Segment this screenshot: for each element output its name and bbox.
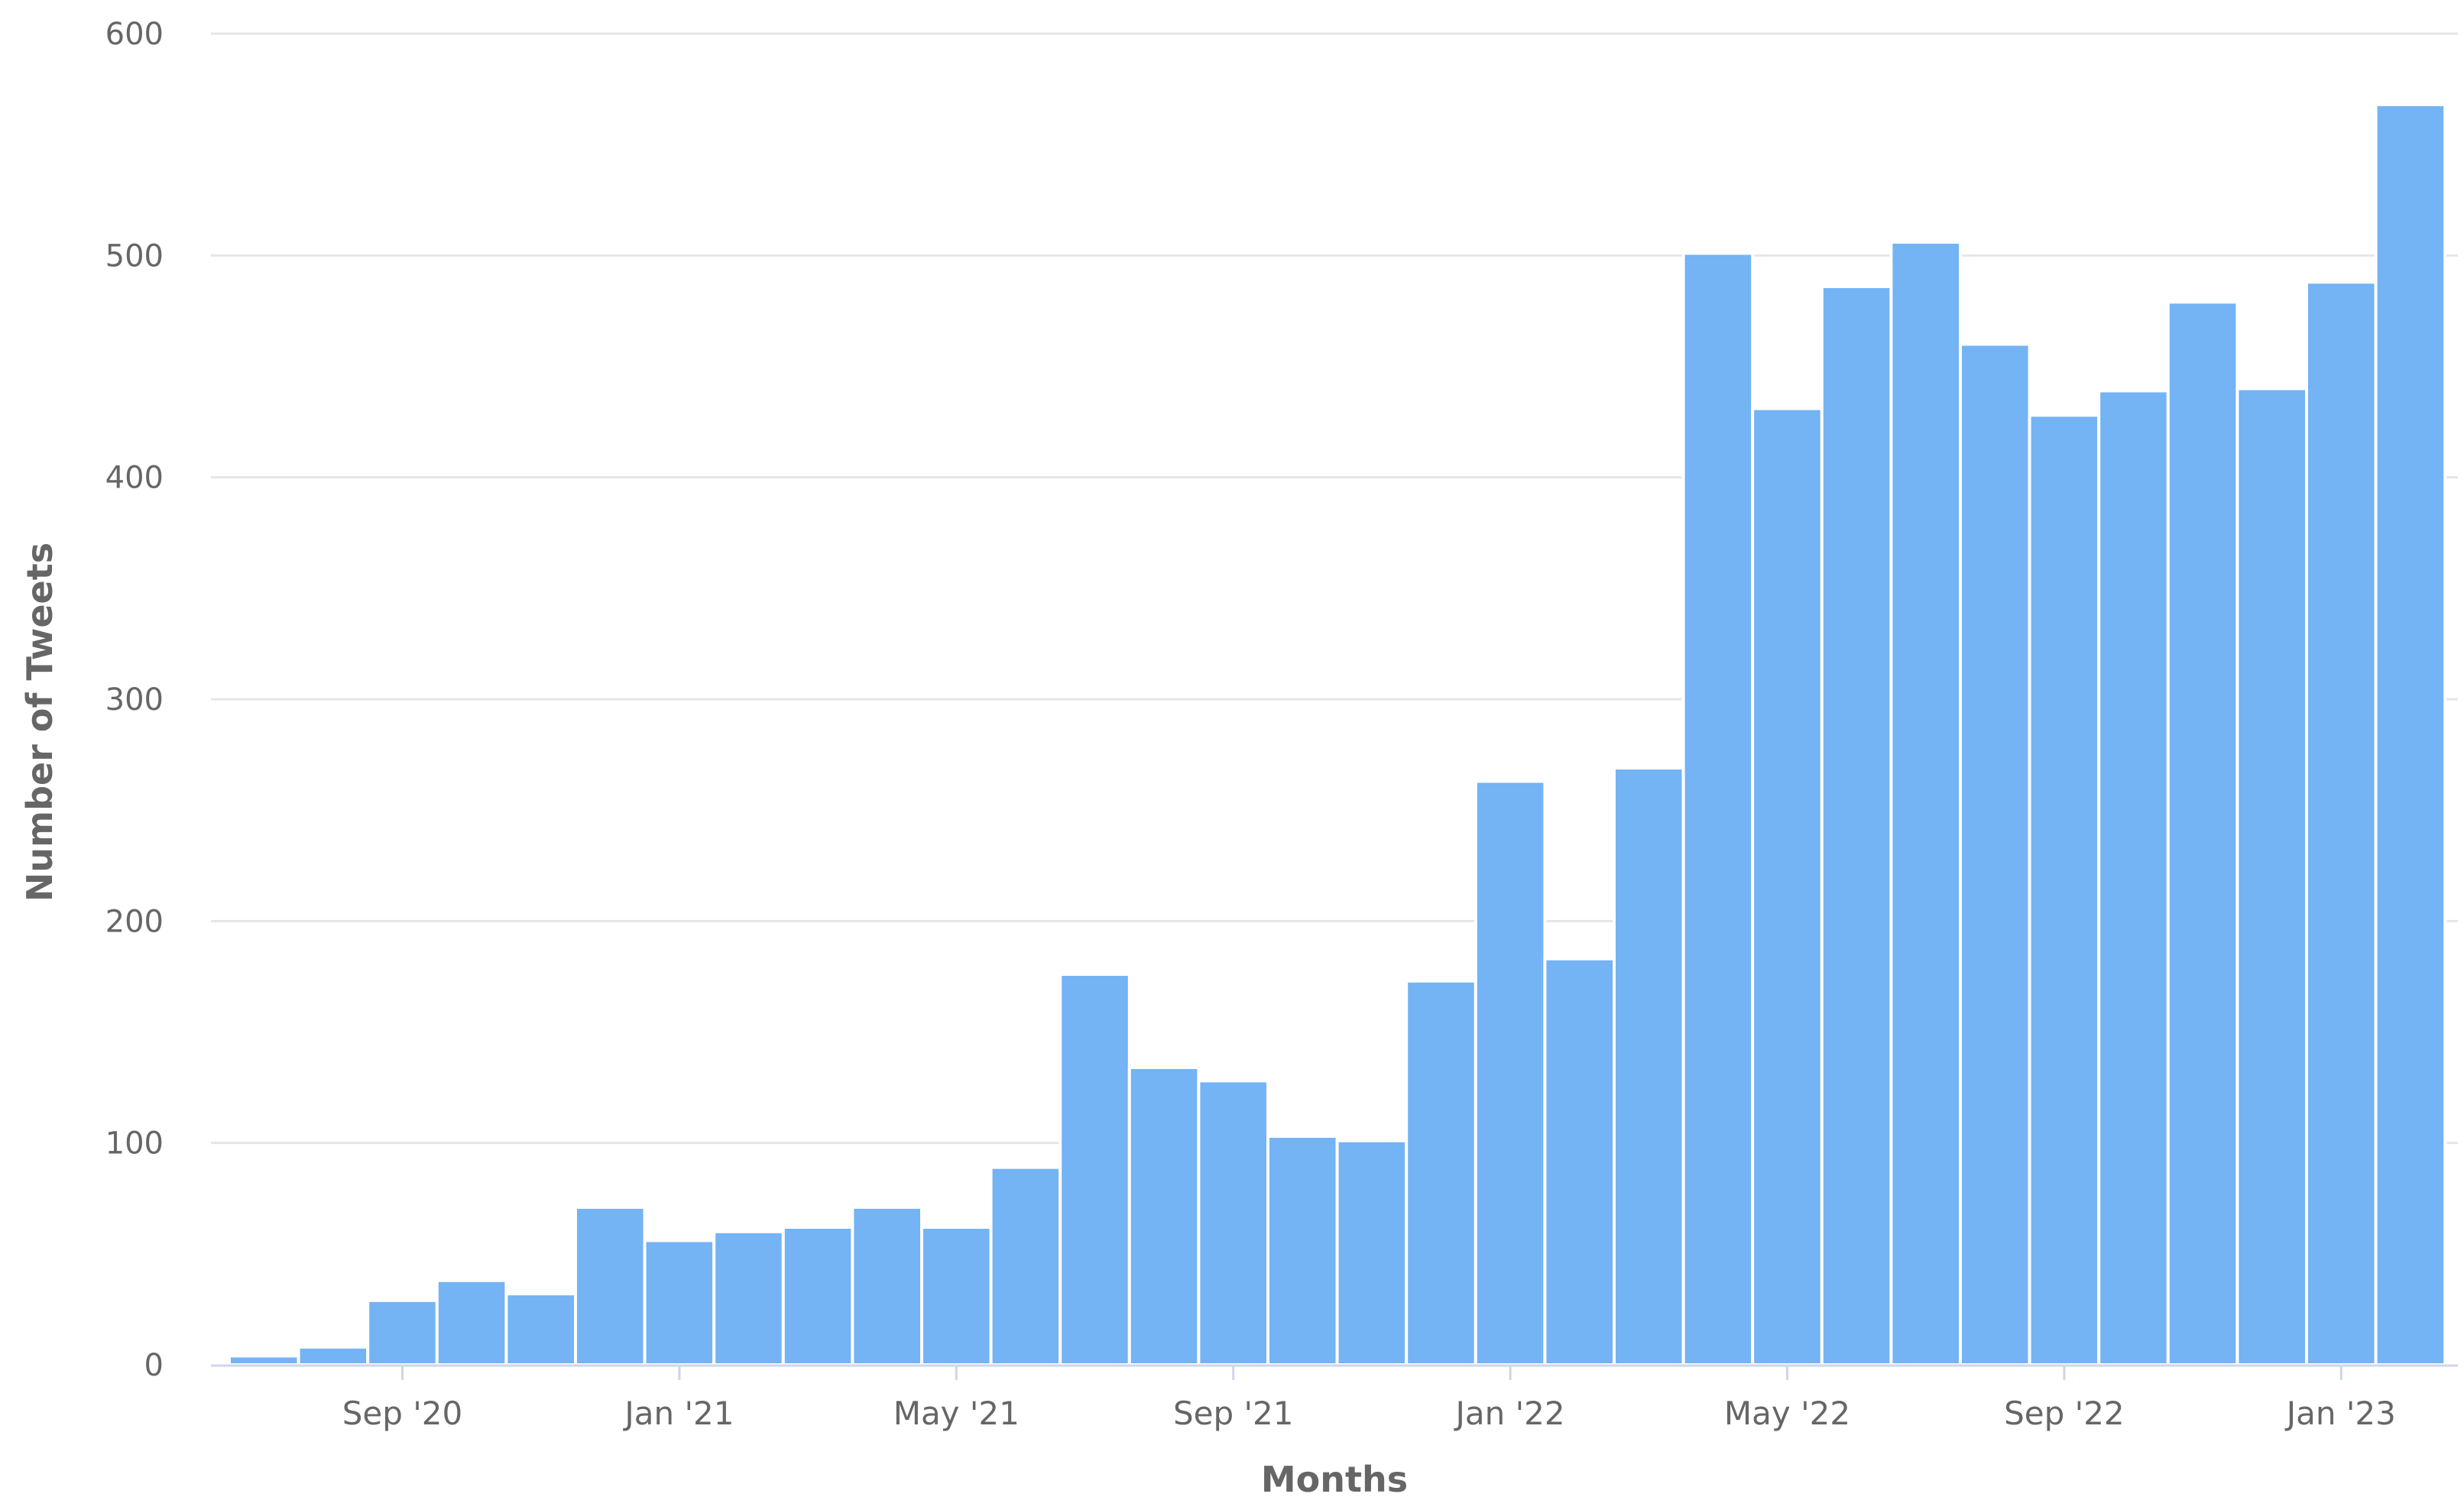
bar — [366, 1298, 439, 1367]
bar — [1820, 284, 1893, 1367]
bar — [1613, 766, 1685, 1366]
x-tick-label: Sep '20 — [342, 1395, 463, 1432]
bar — [504, 1292, 578, 1367]
bar — [1889, 240, 1962, 1366]
x-tick-label: May '21 — [893, 1395, 1020, 1432]
y-tick-label: 500 — [105, 238, 164, 274]
x-tick-label: Jan '23 — [2284, 1395, 2396, 1432]
bar — [2166, 300, 2239, 1366]
y-tick-label: 600 — [105, 17, 164, 52]
bar — [643, 1239, 716, 1366]
bar — [1127, 1065, 1201, 1367]
bar — [851, 1205, 924, 1366]
bar — [1474, 779, 1547, 1366]
bar — [435, 1278, 508, 1367]
bar — [2374, 102, 2447, 1367]
bar — [2305, 280, 2378, 1366]
bar — [1197, 1079, 1270, 1366]
x-axis-ticks: Sep '20 Jan '21 May '21 Sep '21 Jan '22 May '… — [342, 1365, 2396, 1432]
x-tick-label: Sep '22 — [2004, 1395, 2125, 1432]
bars — [228, 102, 2447, 1367]
bar — [297, 1345, 370, 1366]
bar — [2028, 413, 2101, 1367]
x-tick-label: May '22 — [1724, 1395, 1850, 1432]
y-axis-title: Number of Tweets — [19, 543, 60, 902]
x-tick-label: Jan '22 — [1454, 1395, 1565, 1432]
bar — [1543, 957, 1616, 1366]
y-tick-label: 100 — [105, 1126, 164, 1162]
bar — [2097, 389, 2170, 1367]
y-tick-label: 300 — [105, 682, 164, 718]
bar — [1751, 407, 1824, 1366]
bar — [1405, 979, 1477, 1367]
y-axis-tick-labels: 0 100 200 300 400 500 600 — [105, 17, 164, 1383]
y-tick-label: 200 — [105, 904, 164, 939]
bar — [2235, 387, 2308, 1366]
bar — [1266, 1134, 1339, 1366]
x-tick-label: Sep '21 — [1173, 1395, 1294, 1432]
x-tick-label: Jan '21 — [622, 1395, 734, 1432]
y-tick-label: 0 — [144, 1348, 164, 1383]
bar — [574, 1205, 647, 1366]
bar — [1059, 973, 1131, 1366]
x-axis-title: Months — [1261, 1459, 1408, 1500]
bar — [1681, 251, 1755, 1366]
bar — [989, 1165, 1062, 1367]
y-tick-label: 400 — [105, 461, 164, 496]
bar — [781, 1225, 854, 1366]
bar — [920, 1225, 993, 1366]
bar — [1335, 1139, 1409, 1366]
bar — [712, 1230, 785, 1367]
bar — [228, 1354, 300, 1367]
bar — [1959, 342, 2031, 1366]
